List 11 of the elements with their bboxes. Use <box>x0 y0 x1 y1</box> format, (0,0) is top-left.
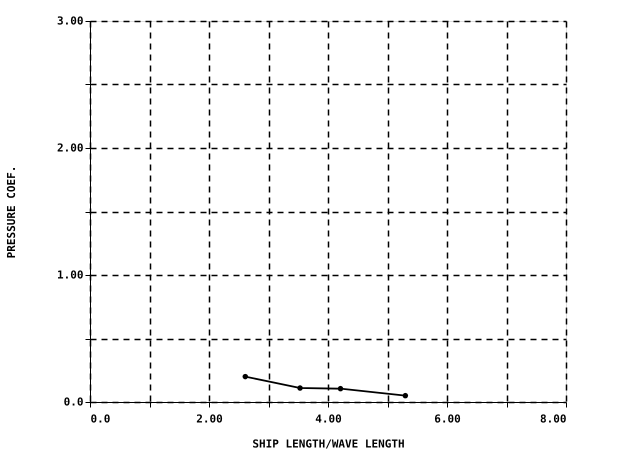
y-tick-label: 2.00 <box>57 142 84 154</box>
x-axis-title: SHIP LENGTH/WAVE LENGTH <box>252 438 405 450</box>
x-tick-label: 4.00 <box>315 412 342 426</box>
y-tick-label: 0.0 <box>64 396 84 408</box>
x-tick-label: 8.00 <box>540 412 566 426</box>
x-tick-label: 2.00 <box>196 412 223 426</box>
y-axis-title: PRESSURE COEF. <box>5 166 18 258</box>
x-tick-label: 0.0 <box>90 412 110 426</box>
y-tick-label: 3.00 <box>57 14 84 28</box>
y-tick-label: 1.00 <box>57 268 84 282</box>
x-tick-label: 6.00 <box>434 412 461 426</box>
